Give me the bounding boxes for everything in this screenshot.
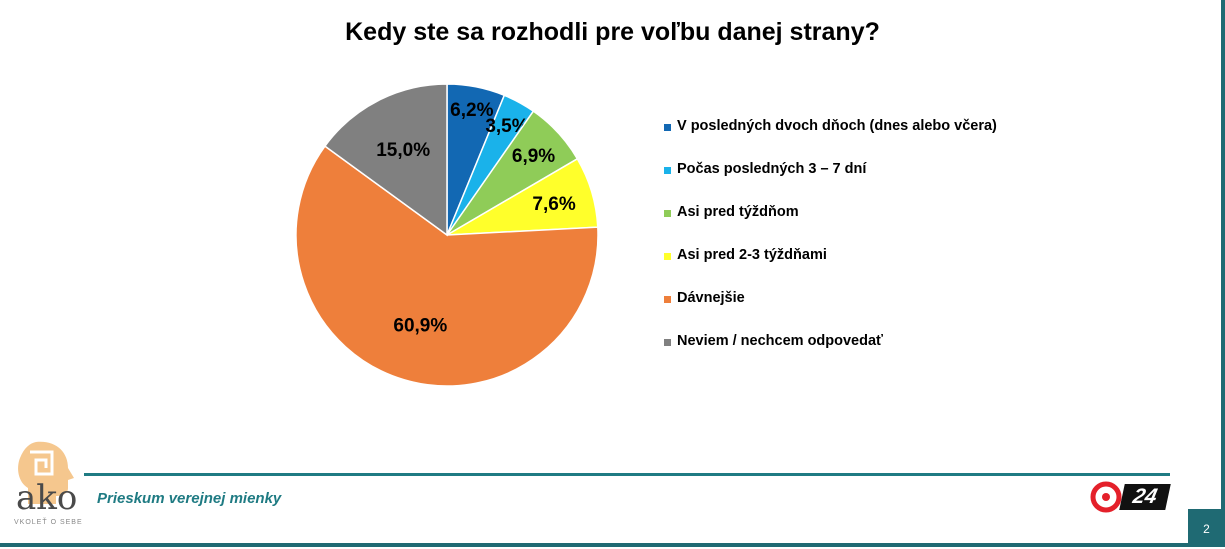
pie-slice — [323, 83, 448, 237]
chart-legend: V posledných dvoch dňoch (dnes alebo vče… — [664, 118, 1084, 376]
legend-label: Dávnejšie — [677, 290, 745, 306]
legend-label: Asi pred týždňom — [677, 204, 799, 220]
legend-label: Asi pred 2-3 týždňami — [677, 247, 827, 263]
legend-item: Asi pred týždňom — [664, 204, 1084, 247]
legend-item: Asi pred 2-3 týždňami — [664, 247, 1084, 290]
legend-item: Neviem / nechcem odpovedať — [664, 333, 1084, 376]
ako-logo-tagline: VKOLEŤ O SEBE — [14, 519, 83, 526]
slide-border-bottom — [0, 543, 1225, 547]
pie-data-label: 15,0% — [376, 140, 430, 161]
pie-data-label: 7,6% — [532, 194, 575, 215]
legend-label: V posledných dvoch dňoch (dnes alebo vče… — [677, 118, 997, 134]
legend-swatch — [664, 167, 671, 174]
legend-label: Počas posledných 3 – 7 dní — [677, 161, 867, 177]
pie-data-label: 6,2% — [450, 100, 493, 121]
slide-border-right — [1221, 0, 1225, 547]
legend-swatch — [664, 124, 671, 131]
footer-divider — [84, 473, 1170, 476]
joj-logo-icon — [1090, 481, 1122, 513]
pie-chart: 6,2%3,5% 6,9% 7,6% 60,9% 15,0% — [295, 83, 599, 387]
tv24-logo-badge: 24 — [1119, 484, 1171, 510]
legend-item: Počas posledných 3 – 7 dní — [664, 161, 1084, 204]
legend-swatch — [664, 210, 671, 217]
pie-data-label: 3,5% — [485, 116, 528, 137]
legend-swatch — [664, 253, 671, 260]
pie-data-label: 6,9% — [512, 146, 555, 167]
page-number: 2 — [1188, 509, 1225, 547]
footer-text: Prieskum verejnej mienky — [97, 490, 282, 507]
ako-logo-icon — [18, 441, 74, 504]
legend-swatch — [664, 339, 671, 346]
legend-swatch — [664, 296, 671, 303]
ako-logo-word: ako — [16, 478, 78, 518]
legend-label: Neviem / nechcem odpovedať — [677, 333, 883, 349]
legend-item: V posledných dvoch dňoch (dnes alebo vče… — [664, 118, 1084, 161]
pie-slice — [295, 145, 599, 387]
pie-data-label: 60,9% — [393, 316, 447, 337]
chart-title: Kedy ste sa rozhodli pre voľbu danej str… — [345, 18, 880, 46]
legend-item: Dávnejšie — [664, 290, 1084, 333]
